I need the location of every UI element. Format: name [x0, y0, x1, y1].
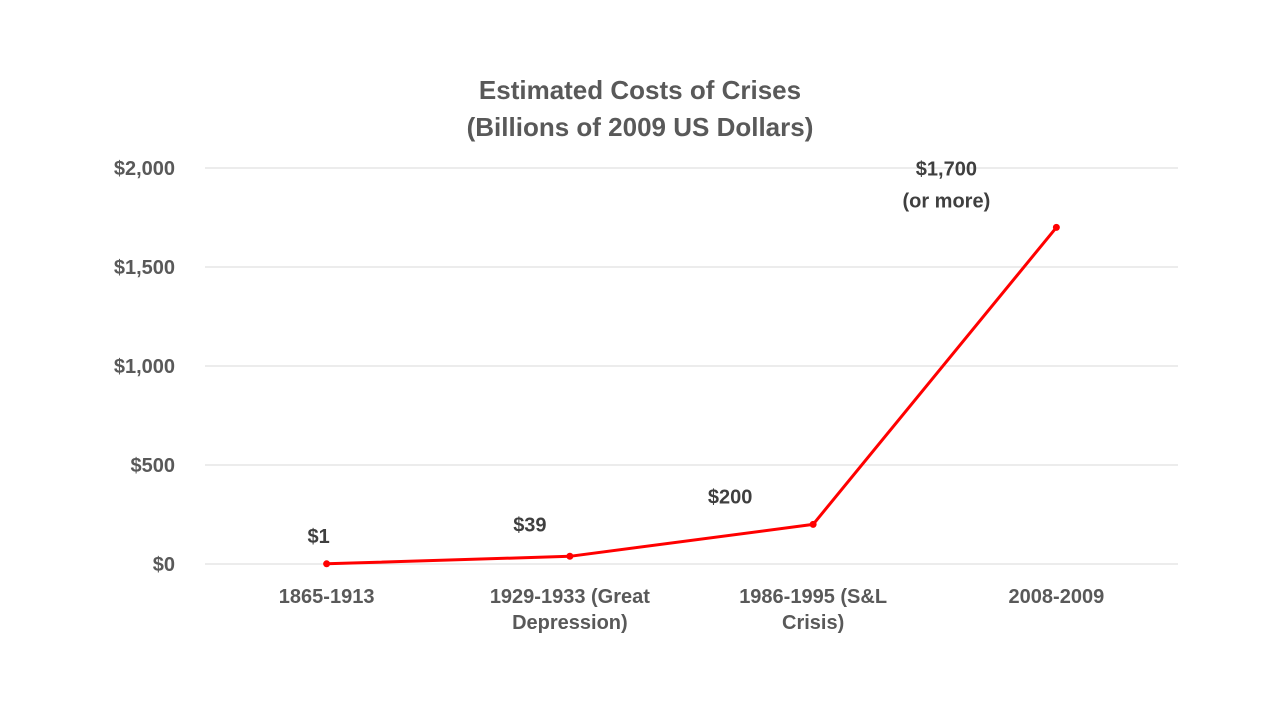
data-label: $1	[308, 526, 330, 548]
data-label: $1,700 (or more)	[902, 158, 990, 212]
x-axis-ticks: 1865-1913 1929-1933 (Great Depression) 1986…	[279, 586, 1104, 634]
y-tick-label: $500	[131, 455, 176, 477]
chart-title: Estimated Costs of Crises (Billions of 2…	[467, 75, 814, 142]
chart-title-line-2: (Billions of 2009 US Dollars)	[467, 112, 814, 142]
gridlines	[205, 167, 1178, 565]
data-point	[809, 520, 817, 528]
data-point	[323, 560, 331, 568]
y-axis-ticks: $0 $500 $1,000 $1,500 $2,000	[114, 158, 175, 576]
x-tick-label: 1986-1995 (S&L Crisis)	[739, 586, 887, 634]
data-point	[1052, 223, 1060, 231]
data-label: $39	[513, 514, 546, 536]
x-tick-label: 2008-2009	[1009, 586, 1105, 608]
y-tick-label: $1,500	[114, 257, 175, 279]
series-line	[326, 226, 1058, 566]
x-tick-label: 1929-1933 (Great Depression)	[490, 586, 650, 634]
x-tick-label: 1865-1913	[279, 586, 375, 608]
data-point	[566, 552, 574, 560]
y-tick-label: $0	[153, 554, 175, 576]
y-tick-label: $2,000	[114, 158, 175, 180]
chart-title-line-1: Estimated Costs of Crises	[479, 75, 801, 105]
y-tick-label: $1,000	[114, 356, 175, 378]
series	[323, 223, 1060, 568]
data-labels: $1 $39 $200 $1,700 (or more)	[308, 158, 991, 547]
data-label: $200	[708, 486, 753, 508]
